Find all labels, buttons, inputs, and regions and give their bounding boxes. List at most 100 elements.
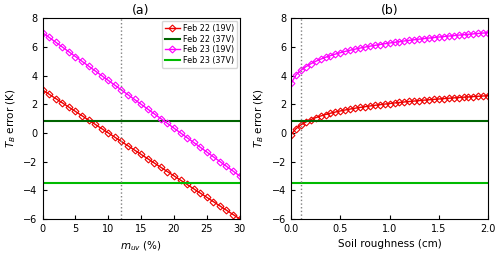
Feb 22 (37V) — [178, 119, 184, 122]
Feb 22 (37V) — [92, 119, 98, 122]
Title: (a): (a) — [132, 4, 150, 17]
Feb 23 (19V) — [105, 79, 111, 82]
Feb 22 (19V) — [52, 97, 59, 100]
Feb 23 (37V) — [217, 181, 223, 185]
Feb 23 (19V) — [52, 41, 59, 44]
Feb 22 (19V) — [118, 140, 124, 143]
Feb 22 (37V) — [46, 119, 52, 122]
Feb 22 (19V) — [132, 149, 138, 152]
Feb 23 (37V) — [144, 181, 150, 185]
Feb 22 (37V) — [224, 119, 230, 122]
Feb 23 (19V) — [60, 45, 66, 49]
Y-axis label: $T_B$ error (K): $T_B$ error (K) — [4, 89, 18, 149]
Feb 23 (37V) — [204, 181, 210, 185]
Feb 22 (37V) — [164, 119, 170, 122]
Feb 23 (37V) — [52, 181, 59, 185]
X-axis label: $m_{uv}$ (%): $m_{uv}$ (%) — [120, 239, 162, 253]
Feb 22 (19V) — [178, 179, 184, 182]
Feb 23 (37V) — [66, 181, 72, 185]
Feb 22 (19V) — [72, 110, 78, 113]
Feb 23 (37V) — [79, 181, 85, 185]
Feb 23 (19V) — [151, 112, 157, 115]
Feb 23 (37V) — [105, 181, 111, 185]
Feb 23 (19V) — [164, 122, 170, 125]
Feb 22 (37V) — [138, 119, 144, 122]
Feb 22 (37V) — [66, 119, 72, 122]
Feb 22 (37V) — [210, 119, 216, 122]
Feb 23 (19V) — [204, 150, 210, 153]
Feb 23 (19V) — [132, 98, 138, 101]
Feb 22 (19V) — [60, 101, 66, 104]
Feb 23 (37V) — [98, 181, 104, 185]
Feb 22 (19V) — [46, 93, 52, 96]
Feb 23 (19V) — [197, 146, 203, 149]
Feb 22 (19V) — [164, 170, 170, 173]
Feb 23 (19V) — [138, 103, 144, 106]
Feb 23 (19V) — [66, 50, 72, 53]
Feb 23 (19V) — [230, 170, 236, 173]
Feb 23 (19V) — [118, 88, 124, 91]
Feb 23 (19V) — [125, 93, 131, 96]
Legend: Feb 22 (19V), Feb 22 (37V), Feb 23 (19V), Feb 23 (37V): Feb 22 (19V), Feb 22 (37V), Feb 23 (19V)… — [162, 21, 237, 68]
Feb 23 (19V) — [178, 131, 184, 134]
Feb 23 (19V) — [86, 65, 91, 68]
Feb 22 (19V) — [112, 136, 118, 139]
Feb 23 (19V) — [158, 117, 164, 120]
Feb 22 (37V) — [144, 119, 150, 122]
Feb 23 (37V) — [178, 181, 184, 185]
Feb 22 (19V) — [190, 187, 196, 190]
Feb 22 (19V) — [151, 161, 157, 164]
Feb 22 (37V) — [197, 119, 203, 122]
Feb 22 (19V) — [79, 114, 85, 117]
Feb 23 (37V) — [46, 181, 52, 185]
Feb 22 (37V) — [204, 119, 210, 122]
Feb 23 (37V) — [151, 181, 157, 185]
Feb 23 (37V) — [164, 181, 170, 185]
Feb 23 (19V) — [98, 74, 104, 77]
Feb 22 (19V) — [138, 153, 144, 156]
Line: Feb 23 (19V): Feb 23 (19V) — [40, 30, 242, 178]
Feb 22 (37V) — [132, 119, 138, 122]
Feb 22 (37V) — [98, 119, 104, 122]
Feb 22 (37V) — [72, 119, 78, 122]
Feb 23 (37V) — [118, 181, 124, 185]
Feb 23 (37V) — [92, 181, 98, 185]
Feb 22 (19V) — [171, 174, 177, 177]
Feb 22 (19V) — [236, 217, 242, 220]
Feb 22 (19V) — [92, 123, 98, 126]
Feb 22 (19V) — [144, 157, 150, 160]
Feb 23 (37V) — [132, 181, 138, 185]
Feb 23 (37V) — [197, 181, 203, 185]
Feb 23 (37V) — [184, 181, 190, 185]
Feb 23 (37V) — [125, 181, 131, 185]
Feb 22 (19V) — [40, 88, 46, 91]
Feb 22 (37V) — [40, 119, 46, 122]
Feb 23 (19V) — [92, 69, 98, 72]
Feb 22 (19V) — [230, 213, 236, 216]
Feb 23 (19V) — [40, 31, 46, 34]
Line: Feb 22 (19V): Feb 22 (19V) — [40, 87, 242, 221]
Feb 22 (37V) — [230, 119, 236, 122]
Feb 23 (19V) — [171, 127, 177, 130]
Feb 22 (19V) — [204, 196, 210, 199]
Feb 23 (19V) — [217, 160, 223, 163]
Title: (b): (b) — [381, 4, 398, 17]
Feb 23 (19V) — [79, 60, 85, 63]
Feb 22 (37V) — [236, 119, 242, 122]
Feb 22 (19V) — [184, 183, 190, 186]
Feb 23 (37V) — [236, 181, 242, 185]
Feb 23 (37V) — [138, 181, 144, 185]
Feb 22 (37V) — [158, 119, 164, 122]
Feb 22 (37V) — [184, 119, 190, 122]
Feb 22 (37V) — [190, 119, 196, 122]
Feb 23 (19V) — [112, 84, 118, 87]
Feb 23 (19V) — [72, 55, 78, 58]
Feb 23 (37V) — [158, 181, 164, 185]
Feb 22 (37V) — [105, 119, 111, 122]
Feb 23 (19V) — [224, 165, 230, 168]
Feb 22 (19V) — [224, 209, 230, 212]
Feb 23 (19V) — [210, 155, 216, 158]
Feb 22 (19V) — [197, 191, 203, 195]
Feb 23 (19V) — [236, 174, 242, 177]
Feb 22 (37V) — [171, 119, 177, 122]
